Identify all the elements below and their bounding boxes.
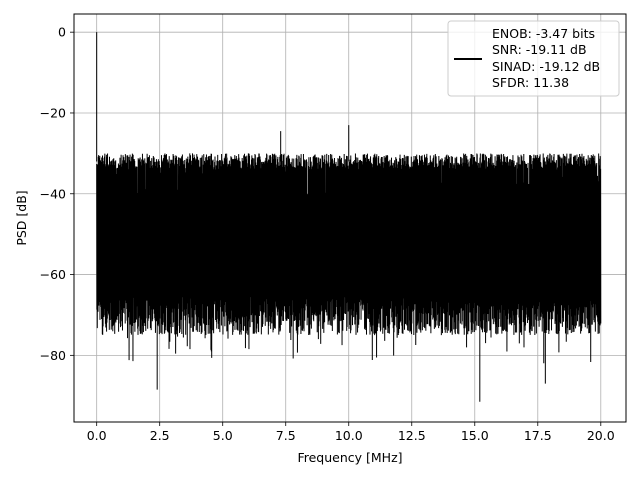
plot-frame	[73, 13, 627, 423]
x-tick-label: 2.5	[150, 428, 170, 443]
legend-line-sfdr: SFDR: 11.38	[492, 75, 569, 90]
y-tick-label: 0	[58, 25, 66, 40]
x-tick-label: 5.0	[213, 428, 233, 443]
psd-series	[96, 32, 602, 402]
legend-line-enob: ENOB: -3.47 bits	[492, 26, 595, 41]
legend-box	[447, 20, 620, 97]
x-tick-label: 17.5	[524, 428, 552, 443]
x-axis-label: Frequency [MHz]	[297, 450, 402, 465]
y-axis-label: PSD [dB]	[14, 190, 29, 245]
legend-line-snr: SNR: -19.11 dB	[492, 42, 587, 57]
x-tick-label: 12.5	[398, 428, 426, 443]
x-tick-label: 20.0	[587, 428, 615, 443]
x-tick-label: 0.0	[87, 428, 107, 443]
legend-line-sinad: SINAD: -19.12 dB	[492, 59, 600, 74]
x-axis-ticks: 0.0 2.5 5.0 7.5 10.0 12.5 15.0 17.5 20.0	[87, 422, 615, 443]
y-axis-ticks: 0 −20 −40 −60 −80	[40, 25, 74, 363]
y-tick-label: −60	[40, 267, 66, 282]
psd-trace	[96, 32, 602, 402]
y-tick-label: −80	[40, 348, 66, 363]
x-tick-label: 15.0	[461, 428, 489, 443]
legend: ENOB: -3.47 bits SNR: -19.11 dB SINAD: -…	[447, 20, 620, 97]
y-tick-label: −40	[40, 186, 66, 201]
x-tick-label: 10.0	[335, 428, 363, 443]
y-tick-label: −20	[40, 105, 66, 120]
x-tick-label: 7.5	[276, 428, 296, 443]
